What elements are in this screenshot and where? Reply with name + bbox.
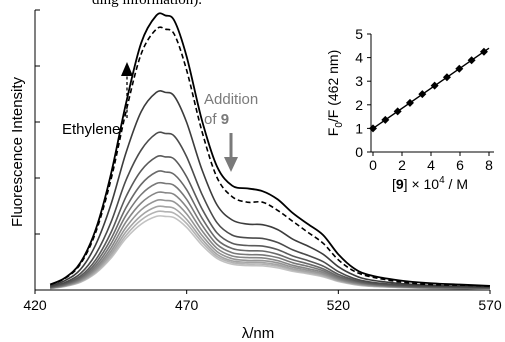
inset-x-tick-label: 2 <box>398 157 406 173</box>
compound-9-label: 9 <box>221 111 229 128</box>
titration-spectrum-line <box>50 183 490 289</box>
main-x-tick-label: 470 <box>175 297 199 313</box>
inset-y-tick-label: 0 <box>355 144 363 160</box>
inset-x-tick-label: 0 <box>369 157 377 173</box>
inset-y-axis-label: F0/F (462 nm) <box>325 50 345 136</box>
main-x-tick-label: 420 <box>23 297 47 313</box>
ethylene-arrow-head <box>121 62 133 76</box>
inset-y-tick-label: 5 <box>355 26 363 42</box>
addition-of-label: of 9 <box>204 111 229 128</box>
inset-y-label-rest: /F (462 nm) <box>325 50 341 122</box>
inset-y-tick-label: 4 <box>355 50 363 66</box>
main-x-tick-label: 520 <box>327 297 351 313</box>
inset-chart: 0 1 2 3 4 5 0 2 4 6 8 F0/F (462 nm) [9] × 104 / M <box>325 26 494 192</box>
main-x-tick-label: 570 <box>478 297 502 313</box>
addition-of-prefix: of <box>204 111 221 128</box>
addition-annotation: Addition of 9 <box>204 91 258 172</box>
inset-y-tick-label: 2 <box>355 97 363 113</box>
inset-y-tick-label: 1 <box>355 120 363 136</box>
inset-x-label-rest: ] × 10 <box>404 176 440 192</box>
addition-label: Addition <box>204 91 258 108</box>
main-x-axis-label: λ/nm <box>242 325 275 342</box>
inset-x-tick-label: 4 <box>427 157 435 173</box>
ethylene-annotation: Ethylene <box>62 62 133 138</box>
titration-spectrum-line <box>50 211 490 289</box>
inset-x-label-unit: / M <box>445 176 468 192</box>
inset-y-label-f: F <box>325 128 341 137</box>
addition-arrow-head <box>224 157 238 172</box>
inset-frame <box>367 34 494 152</box>
titration-spectrum-line <box>50 200 490 289</box>
inset-x-tick-label: 8 <box>485 157 493 173</box>
inset-x-tick-label: 6 <box>456 157 464 173</box>
inset-y-tick-label: 3 <box>355 73 363 89</box>
inset-x-axis-label: [9] × 104 / M <box>392 175 468 192</box>
main-y-axis-label: Fluorescence Intensity <box>9 76 26 227</box>
ethylene-label: Ethylene <box>62 121 120 138</box>
inset-x-label-bold: 9 <box>396 176 404 192</box>
addition-arrow-shaft <box>230 133 233 159</box>
